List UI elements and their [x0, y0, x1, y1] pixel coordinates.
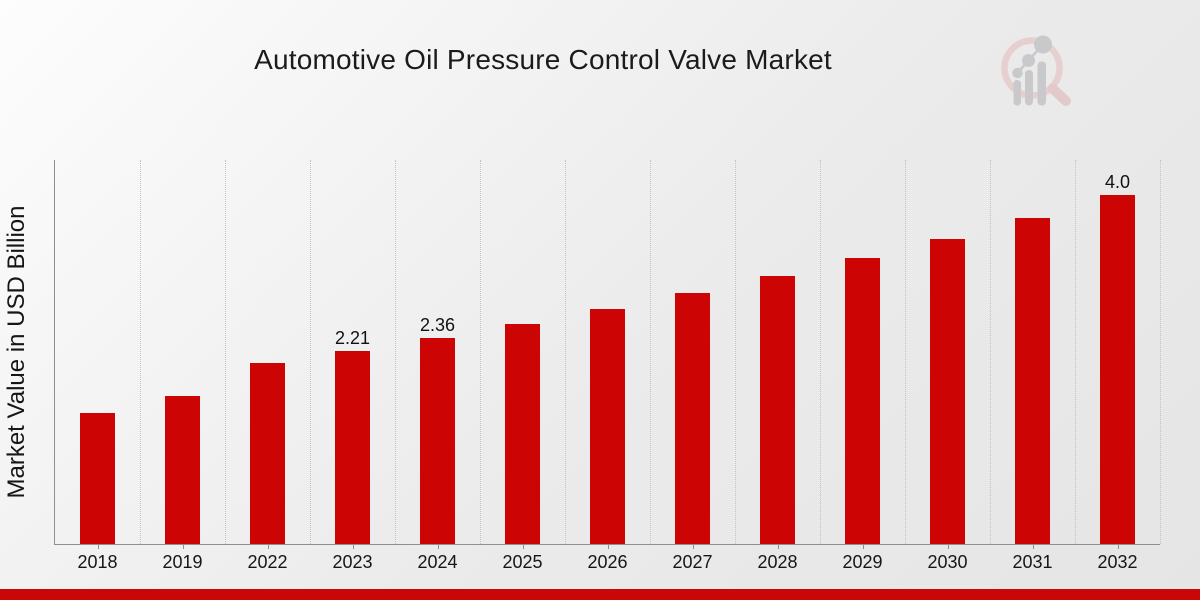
x-tick-label-2022: 2022	[247, 552, 288, 572]
gridline-vertical	[990, 160, 991, 544]
gridline-vertical	[1075, 160, 1076, 544]
x-tick-label-2032: 2032	[1097, 552, 1138, 572]
x-axis-tick-2022	[267, 544, 269, 549]
value-label-2023: 2.21	[334, 328, 371, 349]
x-axis-tick-2023	[352, 544, 354, 549]
plot-area: 2018 2019 2022 2023 2.21 2024 2.36 2025 2026 2027…	[54, 160, 1161, 572]
bar-2028	[760, 276, 795, 544]
x-axis-tick-2032	[1117, 544, 1119, 549]
x-axis-tick-2028	[777, 544, 779, 549]
x-tick-label-2023: 2023	[332, 552, 373, 572]
bar-2027	[675, 293, 710, 544]
gridline-vertical	[1160, 160, 1161, 544]
x-tick-label-2029: 2029	[842, 552, 883, 572]
gridline-vertical	[480, 160, 481, 544]
bar-2031	[1015, 218, 1050, 544]
gridline-vertical	[310, 160, 311, 544]
bar-2024	[420, 338, 455, 544]
gridline-vertical	[565, 160, 566, 544]
x-tick-label-2019: 2019	[162, 552, 203, 572]
bar-2022	[250, 363, 285, 544]
x-axis-tick-2027	[692, 544, 694, 549]
x-axis-tick-2030	[947, 544, 949, 549]
gridline-vertical	[650, 160, 651, 544]
x-tick-label-2018: 2018	[77, 552, 118, 572]
gridline-vertical	[140, 160, 141, 544]
bar-2025	[505, 324, 540, 544]
x-axis-tick-2029	[862, 544, 864, 549]
bottom-brand-stripe	[0, 589, 1200, 600]
gridline-vertical	[905, 160, 906, 544]
gridline-vertical	[735, 160, 736, 544]
x-tick-label-2028: 2028	[757, 552, 798, 572]
x-tick-label-2024: 2024	[417, 552, 458, 572]
x-axis-tick-2019	[182, 544, 184, 549]
gridline-vertical	[820, 160, 821, 544]
growth-bars-icon	[1012, 35, 1052, 106]
market-research-growth-magnifier-logo	[1001, 35, 1071, 106]
x-axis-tick-2024	[437, 544, 439, 549]
x-tick-label-2026: 2026	[587, 552, 628, 572]
chart-title: Automotive Oil Pressure Control Valve Ma…	[254, 44, 832, 75]
x-tick-label-2027: 2027	[672, 552, 713, 572]
x-axis-tick-2018	[97, 544, 99, 549]
y-axis-label: Market Value in USD Billion	[3, 205, 30, 499]
gridline-vertical	[225, 160, 226, 544]
bar-2018	[80, 413, 115, 544]
bar-2032	[1100, 195, 1135, 544]
value-label-2024: 2.36	[419, 315, 456, 336]
bar-2029	[845, 258, 880, 544]
x-axis-tick-2026	[607, 544, 609, 549]
x-tick-label-2031: 2031	[1012, 552, 1053, 572]
x-axis-tick-2025	[522, 544, 524, 549]
bar-2026	[590, 309, 625, 544]
bar-2030	[930, 239, 965, 544]
bar-2023	[335, 351, 370, 544]
gridline-vertical	[395, 160, 396, 544]
x-tick-label-2025: 2025	[502, 552, 543, 572]
bar-2019	[165, 396, 200, 544]
value-label-2032: 4.0	[1104, 172, 1131, 193]
x-axis-tick-2031	[1032, 544, 1034, 549]
x-tick-label-2030: 2030	[927, 552, 968, 572]
